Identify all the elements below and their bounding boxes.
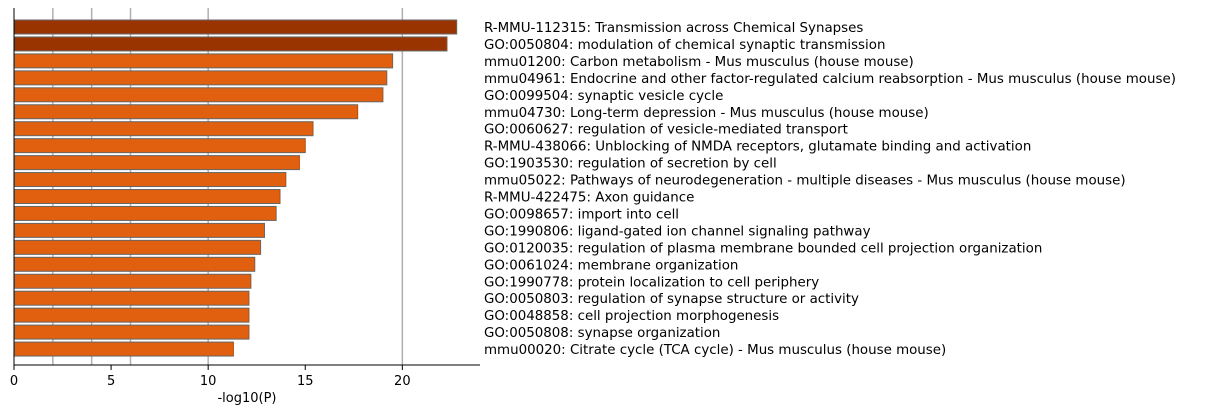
category-label: R-MMU-422475: Axon guidance <box>484 191 694 206</box>
x-ticks: 0 5 10 15 20 <box>10 365 411 389</box>
bar <box>13 172 287 188</box>
bar <box>13 53 394 69</box>
bar <box>13 324 250 340</box>
category-label: mmu05022: Pathways of neurodegeneration … <box>484 174 1126 189</box>
category-labels: R-MMU-112315: Transmission across Chemic… <box>484 21 1176 358</box>
x-tick-label: 10 <box>200 374 217 389</box>
category-label: GO:1990778: protein localization to cell… <box>484 275 819 290</box>
category-label: mmu00020: Citrate cycle (TCA cycle) - Mu… <box>484 343 946 358</box>
category-label: GO:0050808: synapse organization <box>484 326 720 341</box>
bars <box>13 19 458 357</box>
bar <box>13 87 384 103</box>
bar <box>13 138 306 154</box>
bar <box>13 205 277 221</box>
category-label: GO:0050804: modulation of chemical synap… <box>484 38 885 53</box>
x-tick-label: 0 <box>10 374 18 389</box>
category-label: GO:0048858: cell projection morphogenesi… <box>484 309 779 324</box>
bar <box>13 189 281 204</box>
x-axis-label: -log10(P) <box>217 391 276 406</box>
category-label: mmu01200: Carbon metabolism - Mus muscul… <box>484 55 914 70</box>
bar <box>13 273 252 289</box>
category-label: mmu04961: Endocrine and other factor-reg… <box>484 72 1176 87</box>
category-label: mmu04730: Long-term depression - Mus mus… <box>484 106 929 121</box>
bar <box>13 290 250 306</box>
bar <box>13 341 234 357</box>
category-label: R-MMU-438066: Unblocking of NMDA recepto… <box>484 140 1031 155</box>
category-label: GO:0050803: regulation of synapse struct… <box>484 292 859 307</box>
category-label: GO:0098657: import into cell <box>484 207 679 222</box>
x-tick-label: 5 <box>107 374 115 389</box>
bar <box>13 307 250 323</box>
x-tick-label: 15 <box>297 374 314 389</box>
category-label: GO:0120035: regulation of plasma membran… <box>484 241 1042 256</box>
bar <box>13 19 458 35</box>
x-tick-label: 20 <box>394 374 411 389</box>
bar <box>13 36 448 52</box>
bar <box>13 121 314 137</box>
category-label: R-MMU-112315: Transmission across Chemic… <box>484 21 863 36</box>
category-label: GO:1903530: regulation of secretion by c… <box>484 157 777 172</box>
bar <box>13 70 388 86</box>
bar <box>13 239 262 255</box>
category-label: GO:0061024: membrane organization <box>484 258 738 273</box>
bar <box>13 104 359 120</box>
bar <box>13 222 265 238</box>
bar <box>13 155 300 171</box>
category-label: GO:0099504: synaptic vesicle cycle <box>484 89 723 104</box>
category-label: GO:1990806: ligand-gated ion channel sig… <box>484 224 871 239</box>
bar <box>13 256 256 272</box>
category-label: GO:0060627: regulation of vesicle-mediat… <box>484 123 848 138</box>
